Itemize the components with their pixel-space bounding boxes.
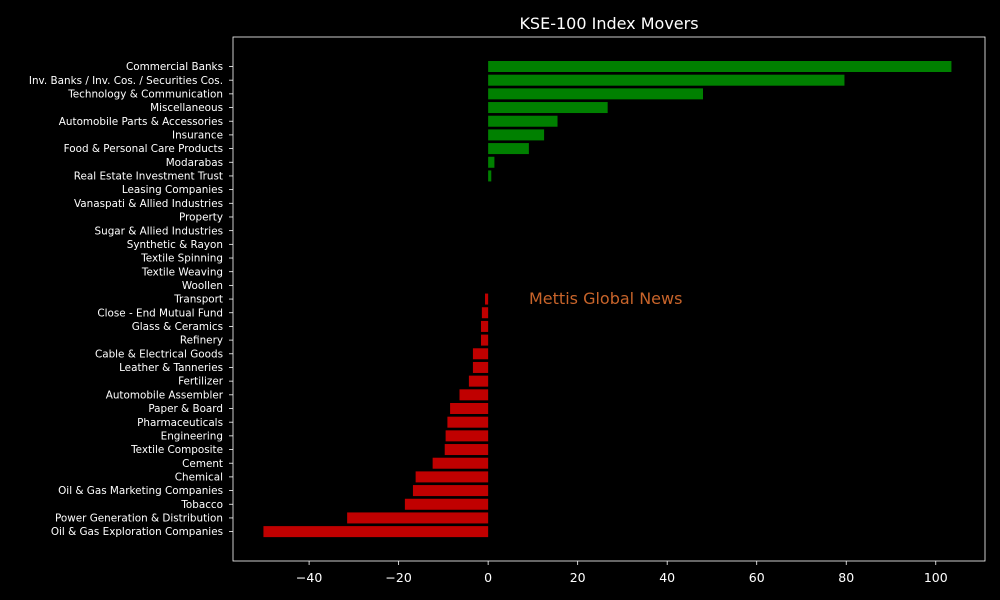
category-label: Commercial Banks [126, 61, 223, 73]
bar [488, 88, 703, 100]
category-label: Refinery [180, 335, 223, 347]
category-label: Property [179, 212, 223, 224]
category-label: Leasing Companies [122, 184, 223, 196]
bar [488, 143, 529, 155]
bar [488, 129, 545, 141]
bar [468, 375, 489, 387]
category-label: Woollen [182, 280, 223, 292]
category-label: Chemical [175, 472, 223, 484]
x-axis: −40 −20 0 20 40 60 80 100 [296, 561, 948, 585]
bar [481, 307, 489, 319]
category-label: Modarabas [166, 157, 223, 169]
bar [415, 471, 489, 483]
category-label: Textile Spinning [140, 253, 223, 265]
bar [472, 348, 489, 360]
bar [480, 320, 489, 332]
category-label: Close - End Mutual Fund [97, 307, 223, 319]
category-label: Real Estate Investment Trust [74, 171, 223, 183]
bar [480, 334, 489, 346]
category-labels-group: Commercial Banks Inv. Banks / Inv. Cos. /… [29, 61, 233, 538]
category-label: Automobile Parts & Accessories [59, 116, 223, 128]
x-tick-label: 100 [924, 570, 948, 585]
x-tick-label: 60 [749, 570, 765, 585]
category-label: Paper & Board [148, 403, 223, 415]
bar [488, 102, 608, 114]
category-label: Insurance [172, 130, 223, 142]
bar [450, 403, 489, 414]
watermark-text: Mettis Global News [529, 289, 682, 308]
chart-title: KSE-100 Index Movers [519, 14, 698, 33]
category-label: Textile Composite [130, 444, 223, 456]
bar [263, 526, 489, 538]
bar [347, 512, 489, 524]
bar [488, 156, 495, 168]
category-label: Engineering [161, 430, 223, 442]
x-tick-label: 40 [659, 570, 675, 585]
category-label: Food & Personal Care Products [64, 143, 223, 155]
bar [485, 293, 489, 305]
category-label: Textile Weaving [141, 266, 223, 278]
x-tick-label: 0 [484, 570, 492, 585]
bar [488, 170, 492, 182]
bar [444, 444, 489, 456]
x-tick-label: 80 [838, 570, 854, 585]
bar [445, 430, 489, 442]
bar [472, 361, 489, 373]
category-label: Transport [173, 294, 223, 306]
bar [459, 389, 489, 401]
category-label: Oil & Gas Exploration Companies [51, 526, 223, 538]
category-label: Technology & Communication [67, 88, 223, 100]
x-tick-label: −40 [296, 570, 322, 585]
category-label: Leather & Tanneries [119, 362, 223, 374]
category-label: Fertilizer [178, 376, 224, 388]
bar [404, 498, 489, 510]
category-label: Cable & Electrical Goods [95, 348, 223, 360]
category-label: Cement [182, 458, 223, 470]
category-label: Power Generation & Distribution [55, 513, 223, 525]
category-label: Tobacco [180, 499, 223, 511]
category-label: Vanaspati & Allied Industries [74, 198, 223, 210]
bar [488, 74, 845, 86]
bar [447, 416, 489, 428]
category-label: Automobile Assembler [106, 389, 224, 401]
category-label: Synthetic & Rayon [127, 239, 223, 251]
bar [432, 457, 489, 469]
bar [488, 115, 558, 127]
bars-group [263, 61, 952, 538]
category-label: Sugar & Allied Industries [95, 225, 223, 237]
bar [412, 485, 489, 497]
x-tick-label: 20 [570, 570, 586, 585]
category-label: Miscellaneous [150, 102, 223, 114]
bar [488, 61, 952, 72]
category-label: Pharmaceuticals [137, 417, 223, 429]
x-tick-label: −20 [385, 570, 411, 585]
category-label: Oil & Gas Marketing Companies [58, 485, 223, 497]
category-label: Inv. Banks / Inv. Cos. / Securities Cos. [29, 75, 223, 87]
category-label: Glass & Ceramics [132, 321, 223, 333]
